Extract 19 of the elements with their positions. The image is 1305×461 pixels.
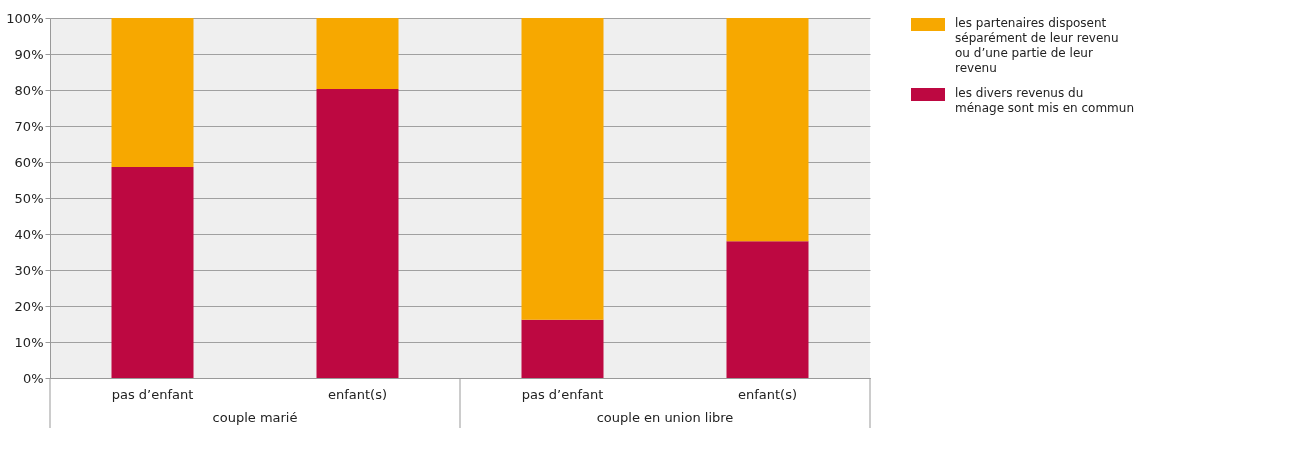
text: couple marié xyxy=(212,410,298,425)
y-tick-label: 80% xyxy=(14,82,44,98)
x-tick-label: enfant(s) xyxy=(327,386,388,402)
legend-label: les partenaires disposent séparément de leur revenu ou d’une partie de leur revenu xyxy=(955,16,1119,75)
y-tick-label: 40% xyxy=(14,226,44,242)
y-tick-label: 50% xyxy=(14,190,44,206)
y-tick-label: 20% xyxy=(14,298,44,314)
y-tick-label: 0% xyxy=(22,370,44,386)
x-tick-label: pas d’enfant xyxy=(111,386,194,402)
text: couple en union libre xyxy=(596,410,734,425)
y-tick-label: 90% xyxy=(14,46,44,62)
legend-label: les divers revenus du ménage sont mis en commun xyxy=(955,86,1134,115)
y-tick-label: 60% xyxy=(14,154,44,170)
x-tick-label: enfant(s) xyxy=(737,386,798,402)
y-tick-label: 100% xyxy=(6,10,44,26)
x-tick-label: pas d’enfant xyxy=(521,386,604,402)
y-tick-label: 10% xyxy=(14,334,44,350)
y-tick-label: 30% xyxy=(14,262,44,278)
y-tick-label: 70% xyxy=(14,118,44,134)
